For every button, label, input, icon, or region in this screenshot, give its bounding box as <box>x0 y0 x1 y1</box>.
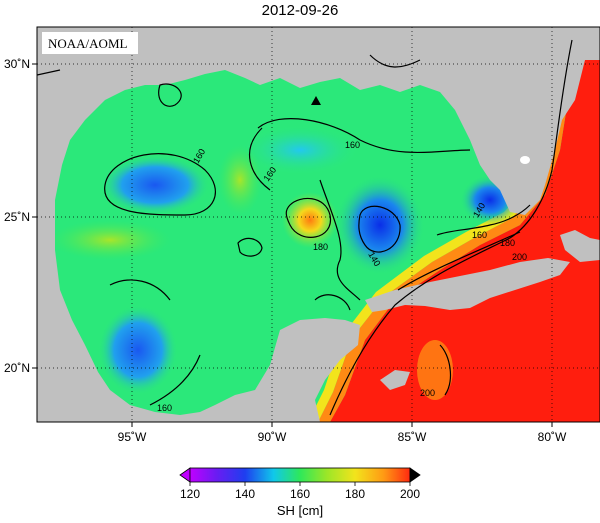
colorbar-tick-label: 180 <box>345 487 365 501</box>
lon-tick-label: 85˚W <box>398 430 427 444</box>
eddy-west <box>100 155 210 215</box>
lime-region-2 <box>50 220 170 260</box>
eddy-southwest <box>98 305 178 395</box>
credit-box <box>42 32 138 54</box>
lon-tick-label: 90˚W <box>258 430 287 444</box>
contour-label: 180 <box>500 238 515 248</box>
map-title: 2012-09-26 <box>261 2 339 19</box>
contour-label: 160 <box>157 403 172 413</box>
land-mexico-us <box>37 27 600 422</box>
map-field: 160 160 160 180 140 160 180 200 200 140 … <box>37 27 600 422</box>
colorbar-tick-label: 120 <box>180 487 200 501</box>
land-cayman <box>380 370 410 390</box>
colorbar-tick-label: 140 <box>235 487 255 501</box>
contour-label: 180 <box>313 242 328 252</box>
contour-lines <box>37 39 573 416</box>
colorbar-min-arrow <box>179 467 191 483</box>
colorbar-title: SH [cm] <box>276 503 324 518</box>
land-bahamas <box>560 230 600 262</box>
warm-eddy <box>282 192 338 248</box>
contour-label: 160 <box>472 230 487 240</box>
credit-label: NOAA/AOML <box>48 36 128 51</box>
lat-tick-label: 25˚N <box>4 210 30 224</box>
contour-label: 160 <box>345 140 360 150</box>
lat-tick-label: 20˚N <box>4 361 30 375</box>
plot-frame <box>36 26 600 423</box>
colorbar-tick-label: 160 <box>290 487 310 501</box>
lon-tick-label: 80˚W <box>538 430 567 444</box>
lime-region-1 <box>218 145 262 215</box>
warm-spot-caribbean <box>417 340 453 400</box>
colorbar-max-arrow <box>409 467 421 483</box>
land-cuba <box>365 258 570 312</box>
lat-tick-label: 30˚N <box>4 57 30 71</box>
colorbar: 120 140 160 180 200 <box>179 467 421 501</box>
station-triangle-icon <box>311 96 321 105</box>
contour-label: 200 <box>512 252 527 262</box>
colorbar-tick-label: 200 <box>400 487 420 501</box>
current-front-yellow <box>308 27 576 422</box>
lake-okeechobee <box>520 156 530 164</box>
eddy-central <box>335 175 425 275</box>
axis-ticks <box>32 63 553 427</box>
cyan-region <box>240 125 360 175</box>
lon-tick-label: 95˚W <box>118 430 147 444</box>
contour-label: 200 <box>420 388 435 398</box>
warm-current-region <box>330 27 600 422</box>
colorbar-gradient <box>189 467 411 483</box>
